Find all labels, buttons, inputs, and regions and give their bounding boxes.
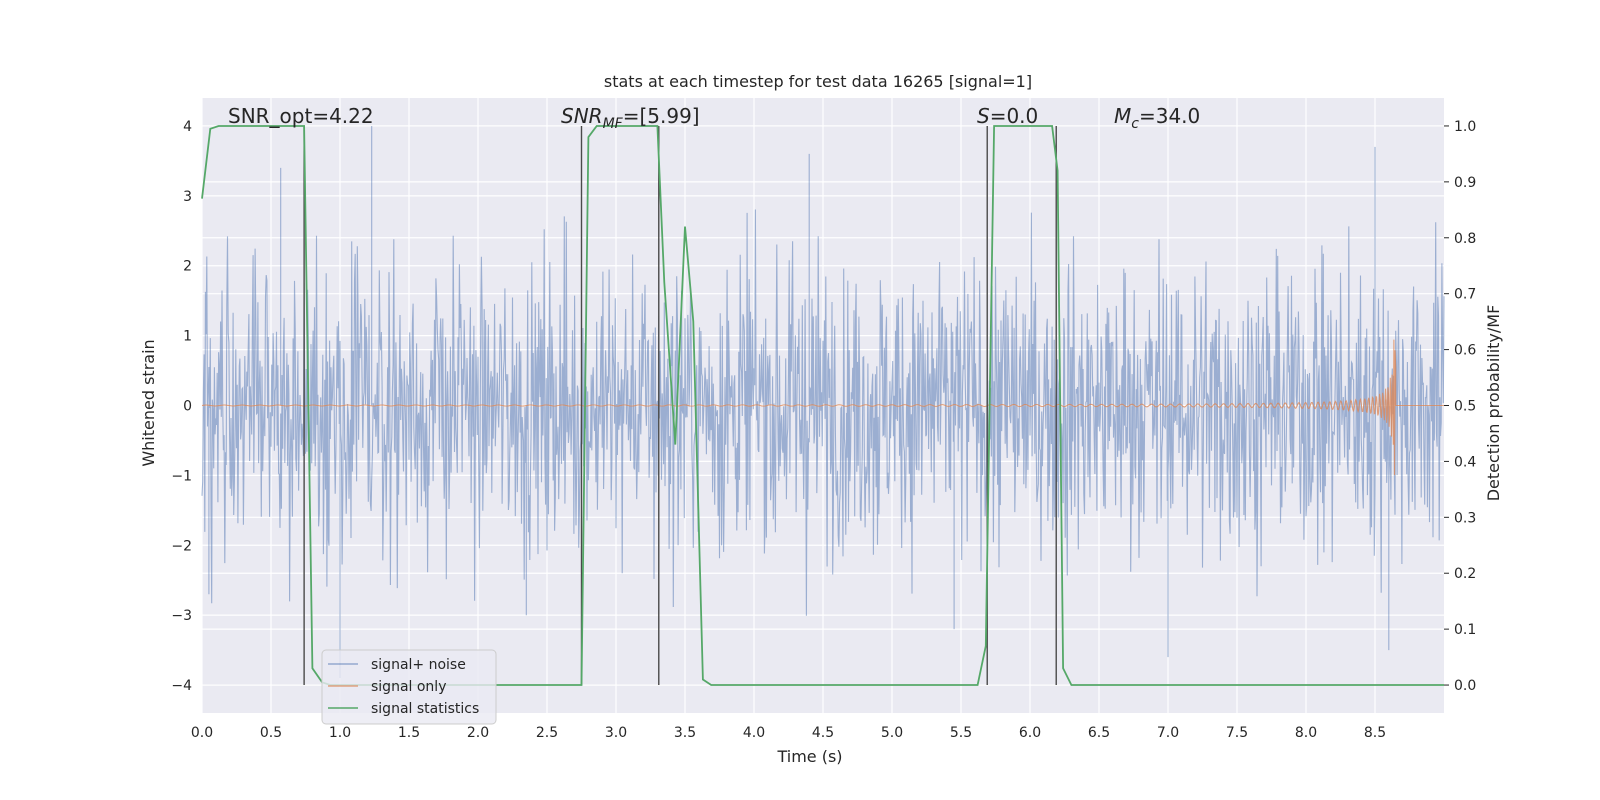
y-right-tick-label: 0.8 — [1454, 231, 1476, 247]
y-left-tick-label: −3 — [171, 608, 192, 624]
x-tick-label: 2.0 — [467, 725, 489, 741]
series-signal-only — [201, 339, 1444, 476]
chart-title: stats at each timestep for test data 162… — [604, 72, 1032, 91]
y-left-tick-label: 3 — [183, 189, 192, 205]
y-left-tick-label: −1 — [171, 468, 192, 484]
y-right-tick-label: 1.0 — [1454, 119, 1476, 135]
vertical-markers — [303, 125, 1057, 686]
y-left-tick-label: −2 — [171, 538, 192, 554]
y-right-tick-label: 0.0 — [1454, 678, 1476, 694]
y-axis-right-label: Detection probability/MF — [1484, 305, 1503, 502]
y-right-tick-label: 0.6 — [1454, 343, 1476, 359]
legend-label-noise: signal+ noise — [371, 657, 466, 673]
x-axis-label: Time (s) — [776, 747, 842, 766]
x-tick-label: 6.0 — [1019, 725, 1041, 741]
legend-label-statistics: signal statistics — [371, 701, 479, 717]
x-tick-label: 4.5 — [812, 725, 834, 741]
y-axis-left-label: Whitened strain — [139, 339, 158, 466]
x-tick-label: 7.5 — [1226, 725, 1248, 741]
annotation-mc-main: M — [1114, 104, 1131, 128]
x-tick-label: 1.0 — [329, 725, 351, 741]
x-tick-label: 3.5 — [674, 725, 696, 741]
annotation-mc: Mc=34.0 — [1114, 104, 1200, 132]
legend-label-signal: signal only — [371, 679, 446, 695]
annotation-snr-mf-sub: MF — [603, 116, 624, 132]
y-left-tick-label: 2 — [183, 259, 192, 275]
annotation-snr-mf-value: =[5.99] — [623, 104, 700, 128]
x-tick-label: 7.0 — [1157, 725, 1179, 741]
annotation-s-value: =0.0 — [990, 104, 1039, 128]
y-left-tick-label: 1 — [183, 329, 192, 345]
annotation-snr-opt: SNR_opt=4.22 — [228, 104, 374, 128]
y-axis-right-ticks: 1.0 0.9 0.8 0.7 0.6 0.5 0.4 0.3 0.2 0.1 0.0 — [1444, 119, 1476, 694]
annotation-mc-value: =34.0 — [1139, 104, 1200, 128]
legend: signal+ noise signal only signal statist… — [321, 649, 497, 725]
y-right-tick-label: 0.4 — [1454, 454, 1476, 470]
x-tick-label: 0.0 — [191, 725, 213, 741]
x-axis-ticks: 0.0 0.5 1.0 1.5 2.0 2.5 3.0 3.5 4.0 4.5 5.0 5.5 6.0 6… — [191, 725, 1386, 741]
y-left-tick-label: 0 — [183, 399, 192, 415]
annotation-snr-mf-main: SNR — [561, 104, 603, 128]
x-tick-label: 4.0 — [743, 725, 765, 741]
y-right-tick-label: 0.5 — [1454, 399, 1476, 415]
annotation-snr-mf: SNRMF=[5.99] — [561, 104, 700, 132]
legend-box — [321, 649, 497, 725]
y-right-tick-label: 0.1 — [1454, 622, 1476, 638]
x-tick-label: 8.5 — [1364, 725, 1386, 741]
annotation-mc-sub: c — [1131, 116, 1139, 132]
y-left-tick-label: −4 — [171, 678, 192, 694]
series-signal-statistics — [201, 125, 1444, 686]
x-tick-label: 0.5 — [260, 725, 282, 741]
x-tick-label: 5.0 — [881, 725, 903, 741]
y-axis-left-ticks: 4 3 2 1 0 −1 −2 −3 −4 — [171, 119, 192, 694]
x-tick-label: 6.5 — [1088, 725, 1110, 741]
x-tick-label: 1.5 — [398, 725, 420, 741]
y-right-tick-label: 0.2 — [1454, 566, 1476, 582]
x-tick-label: 2.5 — [536, 725, 558, 741]
signal-statistics-line — [201, 125, 1444, 686]
signal-noise-trace — [201, 126, 1445, 679]
series-signal-noise — [201, 126, 1445, 679]
annotation-s: S=0.0 — [977, 104, 1038, 128]
x-tick-label: 5.5 — [950, 725, 972, 741]
x-tick-label: 8.0 — [1295, 725, 1317, 741]
y-right-tick-label: 0.9 — [1454, 175, 1476, 191]
annotation-s-main: S — [977, 104, 990, 128]
signal-only-trace — [201, 339, 1444, 476]
y-right-tick-label: 0.7 — [1454, 287, 1476, 303]
y-right-tick-label: 0.3 — [1454, 510, 1476, 526]
x-tick-label: 3.0 — [605, 725, 627, 741]
y-left-tick-label: 4 — [183, 119, 192, 135]
